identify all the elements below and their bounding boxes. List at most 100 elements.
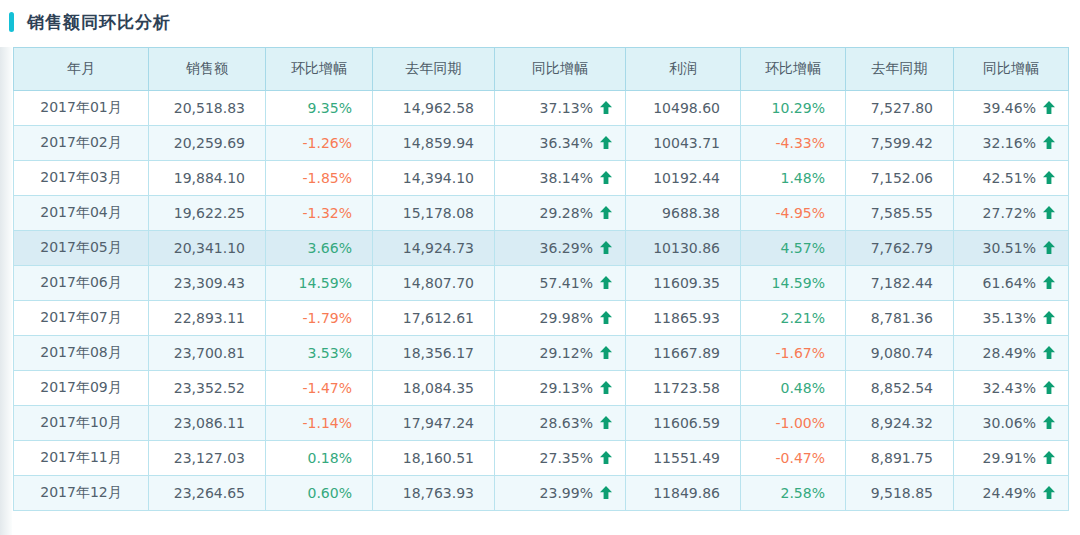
cell-sales_yoy-value: 23.99% xyxy=(540,485,593,501)
cell-profit_yoy: 35.13% xyxy=(954,301,1069,336)
cell-sales_mom: 14.59% xyxy=(266,266,373,301)
arrow-up-icon xyxy=(1043,416,1055,429)
cell-month: 2017年03月 xyxy=(14,161,149,196)
cell-sales_mom-value: -1.14% xyxy=(302,415,352,431)
cell-profit_yoy: 27.72% xyxy=(954,196,1069,231)
table-row-2017年10月[interactable]: 2017年10月23,086.11-1.14%17,947.2428.63%11… xyxy=(14,406,1069,441)
cell-sales_yoy: 57.41% xyxy=(495,266,626,301)
arrow-up-icon xyxy=(600,276,612,289)
arrow-up-icon xyxy=(600,416,612,429)
cell-sales: 23,127.03 xyxy=(149,441,266,476)
cell-profit_yoy-value: 35.13% xyxy=(983,310,1036,326)
cell-sales_yoy-value: 27.35% xyxy=(540,450,593,466)
cell-sales_ly: 18,356.17 xyxy=(373,336,495,371)
cell-sales_mom: -1.47% xyxy=(266,371,373,406)
cell-profit_mom-value: 10.29% xyxy=(772,100,825,116)
table-row-2017年06月[interactable]: 2017年06月23,309.4314.59%14,807.7057.41%11… xyxy=(14,266,1069,301)
cell-sales_ly: 18,084.35 xyxy=(373,371,495,406)
table-row-2017年07月[interactable]: 2017年07月22,893.11-1.79%17,612.6129.98%11… xyxy=(14,301,1069,336)
arrow-up-icon xyxy=(600,206,612,219)
cell-profit_ly: 8,781.36 xyxy=(846,301,954,336)
table-body: 2017年01月20,518.839.35%14,962.5837.13%104… xyxy=(14,91,1069,511)
cell-sales_mom-value: 0.60% xyxy=(308,485,352,501)
cell-sales_mom-value: 0.18% xyxy=(308,450,352,466)
cell-sales_ly: 18,763.93 xyxy=(373,476,495,511)
cell-sales_yoy-value: 29.28% xyxy=(540,205,593,221)
cell-profit_ly: 8,924.32 xyxy=(846,406,954,441)
cell-sales_mom-value: 3.53% xyxy=(308,345,352,361)
arrow-up-icon xyxy=(1043,346,1055,359)
arrow-up-icon xyxy=(600,346,612,359)
cell-profit_ly: 9,518.85 xyxy=(846,476,954,511)
cell-profit: 9688.38 xyxy=(626,196,741,231)
cell-sales_yoy-value: 29.98% xyxy=(540,310,593,326)
cell-sales_yoy-value: 38.14% xyxy=(540,170,593,186)
table-row-2017年12月[interactable]: 2017年12月23,264.650.60%18,763.9323.99%118… xyxy=(14,476,1069,511)
arrow-up-icon xyxy=(1043,451,1055,464)
table-row-2017年09月[interactable]: 2017年09月23,352.52-1.47%18,084.3529.13%11… xyxy=(14,371,1069,406)
cell-profit_yoy-value: 61.64% xyxy=(983,275,1036,291)
cell-profit_yoy: 32.43% xyxy=(954,371,1069,406)
cell-sales: 19,622.25 xyxy=(149,196,266,231)
arrow-up-icon xyxy=(1043,381,1055,394)
cell-month: 2017年04月 xyxy=(14,196,149,231)
cell-profit_ly: 7,585.55 xyxy=(846,196,954,231)
cell-sales_ly: 18,160.51 xyxy=(373,441,495,476)
cell-sales: 23,352.52 xyxy=(149,371,266,406)
table-row-2017年05月[interactable]: 2017年05月20,341.103.66%14,924.7336.29%101… xyxy=(14,231,1069,266)
cell-sales: 23,309.43 xyxy=(149,266,266,301)
arrow-up-icon xyxy=(600,241,612,254)
cell-profit_mom: -4.33% xyxy=(741,126,846,161)
cell-profit: 11551.49 xyxy=(626,441,741,476)
cell-sales_mom: 3.66% xyxy=(266,231,373,266)
cell-sales: 23,086.11 xyxy=(149,406,266,441)
cell-profit_yoy: 39.46% xyxy=(954,91,1069,126)
cell-profit_yoy-value: 27.72% xyxy=(983,205,1036,221)
cell-profit_mom: -4.95% xyxy=(741,196,846,231)
cell-sales_ly: 14,859.94 xyxy=(373,126,495,161)
cell-sales_mom: -1.85% xyxy=(266,161,373,196)
cell-sales_mom: 3.53% xyxy=(266,336,373,371)
cell-profit_yoy-value: 29.91% xyxy=(983,450,1036,466)
cell-sales_yoy: 36.34% xyxy=(495,126,626,161)
cell-sales: 20,341.10 xyxy=(149,231,266,266)
cell-sales_mom-value: -1.79% xyxy=(302,310,352,326)
table-row-2017年08月[interactable]: 2017年08月23,700.813.53%18,356.1729.12%116… xyxy=(14,336,1069,371)
cell-month: 2017年01月 xyxy=(14,91,149,126)
cell-profit_ly: 9,080.74 xyxy=(846,336,954,371)
page-title: 销售额同环比分析 xyxy=(27,11,171,34)
cell-sales: 20,518.83 xyxy=(149,91,266,126)
cell-sales_yoy-value: 57.41% xyxy=(540,275,593,291)
cell-profit_yoy: 28.49% xyxy=(954,336,1069,371)
table-row-2017年02月[interactable]: 2017年02月20,259.69-1.26%14,859.9436.34%10… xyxy=(14,126,1069,161)
cell-profit_ly: 7,762.79 xyxy=(846,231,954,266)
cell-sales_yoy: 36.29% xyxy=(495,231,626,266)
cell-sales_ly: 17,947.24 xyxy=(373,406,495,441)
table-row-2017年03月[interactable]: 2017年03月19,884.10-1.85%14,394.1038.14%10… xyxy=(14,161,1069,196)
cell-profit_mom-value: -4.95% xyxy=(775,205,825,221)
table-row-2017年11月[interactable]: 2017年11月23,127.030.18%18,160.5127.35%115… xyxy=(14,441,1069,476)
cell-profit_ly: 7,527.80 xyxy=(846,91,954,126)
column-header-profit_yoy: 同比增幅 xyxy=(954,48,1069,91)
cell-sales_ly: 14,962.58 xyxy=(373,91,495,126)
table-row-2017年01月[interactable]: 2017年01月20,518.839.35%14,962.5837.13%104… xyxy=(14,91,1069,126)
cell-profit: 10192.44 xyxy=(626,161,741,196)
cell-sales_mom-value: -1.85% xyxy=(302,170,352,186)
cell-sales_mom-value: -1.47% xyxy=(302,380,352,396)
cell-profit_yoy: 30.51% xyxy=(954,231,1069,266)
cell-month: 2017年10月 xyxy=(14,406,149,441)
cell-profit_yoy-value: 32.16% xyxy=(983,135,1036,151)
cell-profit: 11723.58 xyxy=(626,371,741,406)
table-row-2017年04月[interactable]: 2017年04月19,622.25-1.32%15,178.0829.28%96… xyxy=(14,196,1069,231)
cell-profit_mom: 0.48% xyxy=(741,371,846,406)
cell-profit_mom-value: 14.59% xyxy=(772,275,825,291)
title-accent-bar xyxy=(9,12,14,32)
cell-sales_yoy: 29.98% xyxy=(495,301,626,336)
cell-month: 2017年05月 xyxy=(14,231,149,266)
cell-profit: 10043.71 xyxy=(626,126,741,161)
cell-sales_ly: 14,807.70 xyxy=(373,266,495,301)
cell-profit_mom: -0.47% xyxy=(741,441,846,476)
table-header-row: 年月销售额环比增幅去年同期同比增幅利润环比增幅去年同期同比增幅 xyxy=(14,48,1069,91)
cell-profit_yoy-value: 39.46% xyxy=(983,100,1036,116)
cell-profit_yoy-value: 28.49% xyxy=(983,345,1036,361)
